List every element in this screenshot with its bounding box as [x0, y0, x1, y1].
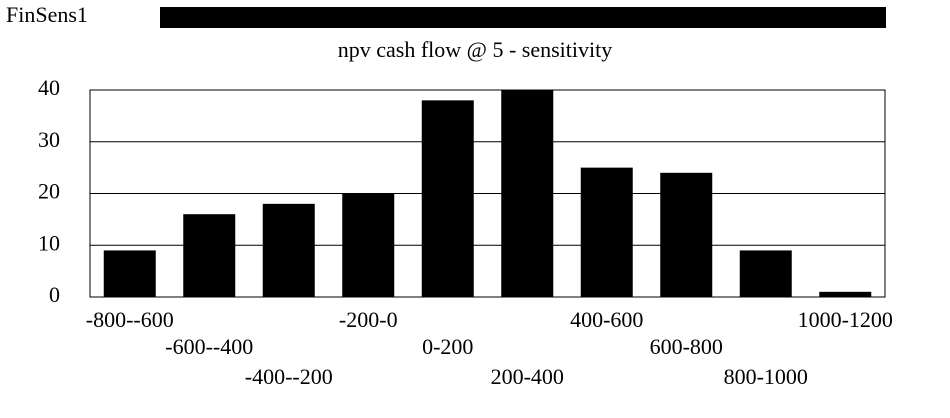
- x-tick-label: 800-1000: [724, 364, 808, 389]
- x-tick-label: -200-0: [339, 307, 398, 332]
- x-tick-label: 600-800: [650, 334, 723, 359]
- y-tick-label: 20: [38, 179, 60, 204]
- bar: [501, 90, 554, 297]
- x-tick-label: 400-600: [570, 307, 643, 332]
- x-tick-label: -400--200: [245, 364, 333, 389]
- bar: [262, 203, 315, 297]
- y-tick-label: 30: [38, 127, 60, 152]
- title-bar: [160, 7, 886, 28]
- bar: [103, 250, 156, 297]
- x-tick-label: 200-400: [491, 364, 564, 389]
- x-tick-label: -600--400: [165, 334, 253, 359]
- chart-title: npv cash flow @ 5 - sensitivity: [338, 37, 612, 62]
- bar: [421, 100, 474, 297]
- bar: [819, 291, 872, 297]
- y-tick-label: 0: [49, 282, 60, 307]
- x-tick-label: -800--600: [86, 307, 174, 332]
- y-tick-label: 40: [38, 75, 60, 100]
- bar: [660, 172, 713, 297]
- y-tick-label: 10: [38, 230, 60, 255]
- window-title: FinSens1: [6, 2, 88, 27]
- x-tick-label: 1000-1200: [798, 307, 893, 332]
- bar: [342, 193, 395, 297]
- bar: [580, 167, 633, 297]
- bar: [739, 250, 792, 297]
- x-tick-label: 0-200: [422, 334, 473, 359]
- bar: [183, 214, 236, 297]
